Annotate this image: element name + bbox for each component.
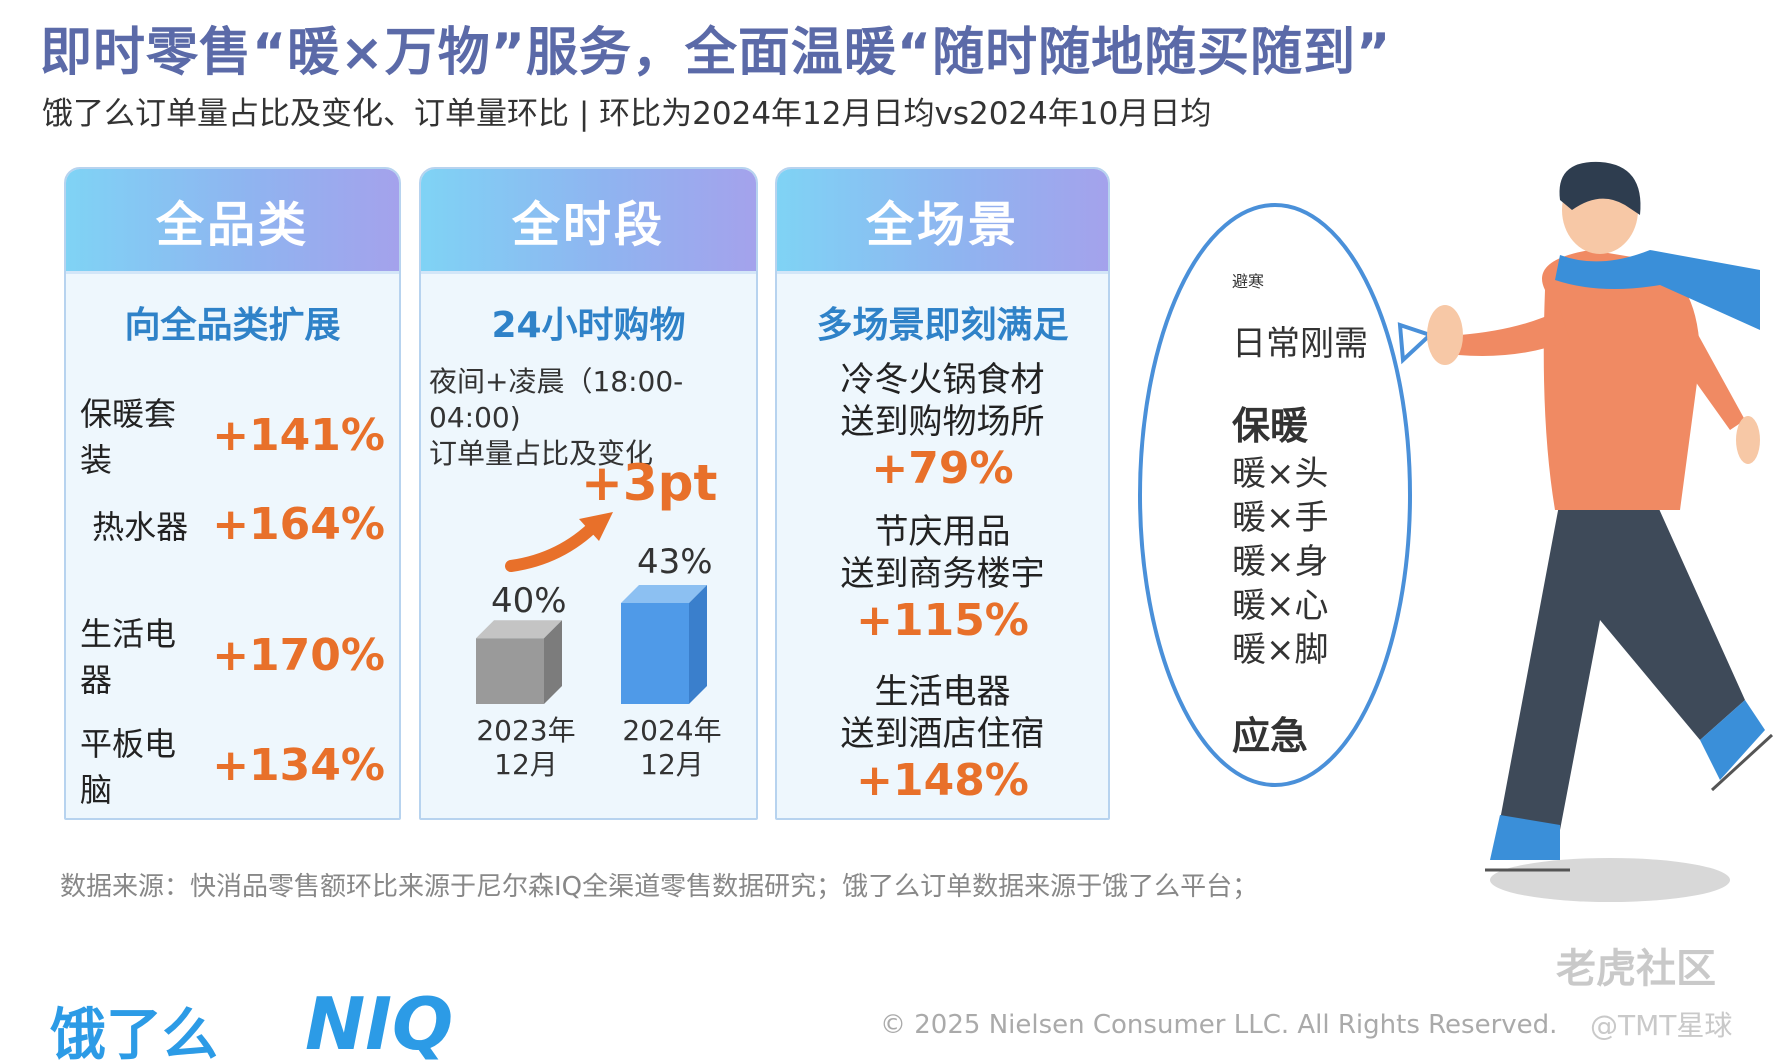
bar-top	[621, 584, 707, 603]
scene-line1: 生活电器	[874, 672, 1011, 712]
skate-right-icon	[1700, 700, 1765, 780]
bubble-list: 暖×头 暖×手 暖×身 暖×心 暖×脚	[1232, 452, 1329, 672]
bubble-item: 暖×手	[1232, 498, 1329, 538]
figure-scarf-icon	[1555, 250, 1760, 330]
trend-arrowhead-icon	[579, 512, 613, 541]
bar-front	[621, 602, 689, 704]
figure-hand-icon	[1736, 416, 1760, 464]
category-row: 平板电脑 +134%	[80, 719, 385, 811]
category-value: +170%	[212, 629, 385, 681]
category-name: 保暖套装	[80, 395, 177, 479]
scene-line2: 送到购物场所	[840, 402, 1045, 442]
card-header: 全场景	[777, 169, 1108, 274]
bubble-head: 应急	[1232, 714, 1309, 758]
scene-line2: 送到商务楼宇	[840, 554, 1045, 594]
watermark-tmt: @TMT星球	[1590, 1009, 1733, 1042]
card-scene: 全场景 多场景即刻满足 冷冬火锅食材 送到购物场所 +79% 节庆用品 送到商务…	[775, 167, 1110, 820]
category-name: 平板电脑	[80, 725, 177, 809]
card-time: 全时段 24小时购物 夜间+凌晨（18:00-04:00) 订单量占比及变化 +…	[419, 167, 758, 820]
category-row: 生活电器 +170%	[80, 609, 385, 701]
footnote: 数据来源：快消品零售额环比来源于尼尔森IQ全渠道零售数据研究；饿了么订单数据来源…	[60, 872, 1259, 902]
page-title: 即时零售“暖×万物”服务，全面温暖“随时随地随买随到”	[40, 23, 1392, 83]
scene-line1: 冷冬火锅食材	[840, 360, 1045, 400]
skate-blade	[1710, 733, 1774, 792]
scene-value: +79%	[871, 443, 1014, 494]
card-subtitle: 24小时购物	[491, 305, 686, 346]
bar-value-label: 40%	[491, 581, 567, 621]
category-value: +134%	[212, 739, 385, 791]
figure-body	[1542, 250, 1700, 510]
figure-arm-right	[1680, 320, 1745, 430]
bar-year-line: 2024年	[622, 714, 722, 747]
niq-logo: NIQ	[305, 982, 454, 1064]
bubble-item: 暖×身	[1232, 542, 1329, 582]
card-subtitle: 向全品类扩展	[124, 305, 341, 346]
trend-arrow-icon	[505, 518, 602, 572]
scene-value: +115%	[856, 595, 1029, 646]
bubble-item: 日常刚需	[1232, 324, 1368, 364]
speech-bubble-tail	[1397, 322, 1434, 365]
scene-item: 节庆用品 送到商务楼宇 +115%	[777, 511, 1108, 646]
change-value: +3pt	[581, 454, 718, 512]
card-header: 全时段	[421, 169, 756, 274]
bar-month-line: 12月	[640, 748, 704, 781]
bar-year-label: 2023年 12月	[471, 714, 581, 782]
page-subtitle: 饿了么订单量占比及变化、订单量环比 | 环比为2024年12月日均vs2024年…	[42, 96, 1212, 132]
bar-value-label: 43%	[637, 542, 713, 582]
bar-year-line: 2023年	[476, 714, 576, 747]
figure-legs	[1500, 500, 1745, 830]
copyright: © 2025 Nielsen Consumer LLC. All Rights …	[880, 1010, 1558, 1040]
bar-side	[689, 584, 707, 704]
category-name: 热水器	[92, 507, 189, 546]
eleme-logo: 饿了么	[50, 1003, 218, 1064]
card-header: 全品类	[66, 169, 399, 274]
figure-head	[1562, 166, 1638, 254]
bubble-item: 暖×脚	[1232, 630, 1329, 670]
scene-line2: 送到酒店住宿	[840, 714, 1045, 754]
bubble-head: 避寒	[1232, 272, 1265, 291]
scene-line1: 节庆用品	[874, 512, 1011, 552]
figure-arm-left	[1458, 310, 1570, 356]
figure-hand-icon	[1427, 305, 1463, 365]
card-subtitle: 多场景即刻满足	[816, 305, 1069, 346]
bubble-item: 暖×头	[1232, 454, 1329, 494]
bubble-item: 暖×心	[1232, 586, 1329, 626]
figure-hair	[1559, 161, 1641, 215]
watermark-tiger: 老虎社区	[1556, 946, 1716, 992]
scene-item: 冷冬火锅食材 送到购物场所 +79%	[777, 359, 1108, 494]
scene-item: 生活电器 送到酒店住宿 +148%	[777, 671, 1108, 806]
bar-front	[476, 638, 544, 704]
category-row: 热水器 +164%	[80, 499, 385, 550]
bubble-head: 保暖	[1232, 404, 1309, 448]
night-description: 夜间+凌晨（18:00-04:00) 订单量占比及变化	[429, 364, 756, 472]
bar-top	[476, 620, 562, 639]
category-row: 保暖套装 +141%	[80, 389, 385, 481]
category-value: +164%	[212, 499, 385, 550]
night-desc-line1: 夜间+凌晨（18:00-04:00)	[429, 365, 684, 434]
bar-side	[544, 620, 562, 704]
night-desc-line2: 订单量占比及变化	[429, 437, 654, 470]
bar-chart	[476, 512, 707, 704]
skate-left-icon	[1490, 815, 1560, 860]
bar-year-label: 2024年 12月	[617, 714, 727, 782]
category-value: +141%	[212, 409, 385, 461]
card-category: 全品类 向全品类扩展 保暖套装 +141% 热水器 +164% 生活电器 +17…	[64, 167, 401, 820]
scene-value: +148%	[856, 755, 1029, 806]
category-name: 生活电器	[80, 615, 177, 699]
figure-shadow	[1490, 858, 1730, 902]
bar-month-line: 12月	[494, 748, 558, 781]
